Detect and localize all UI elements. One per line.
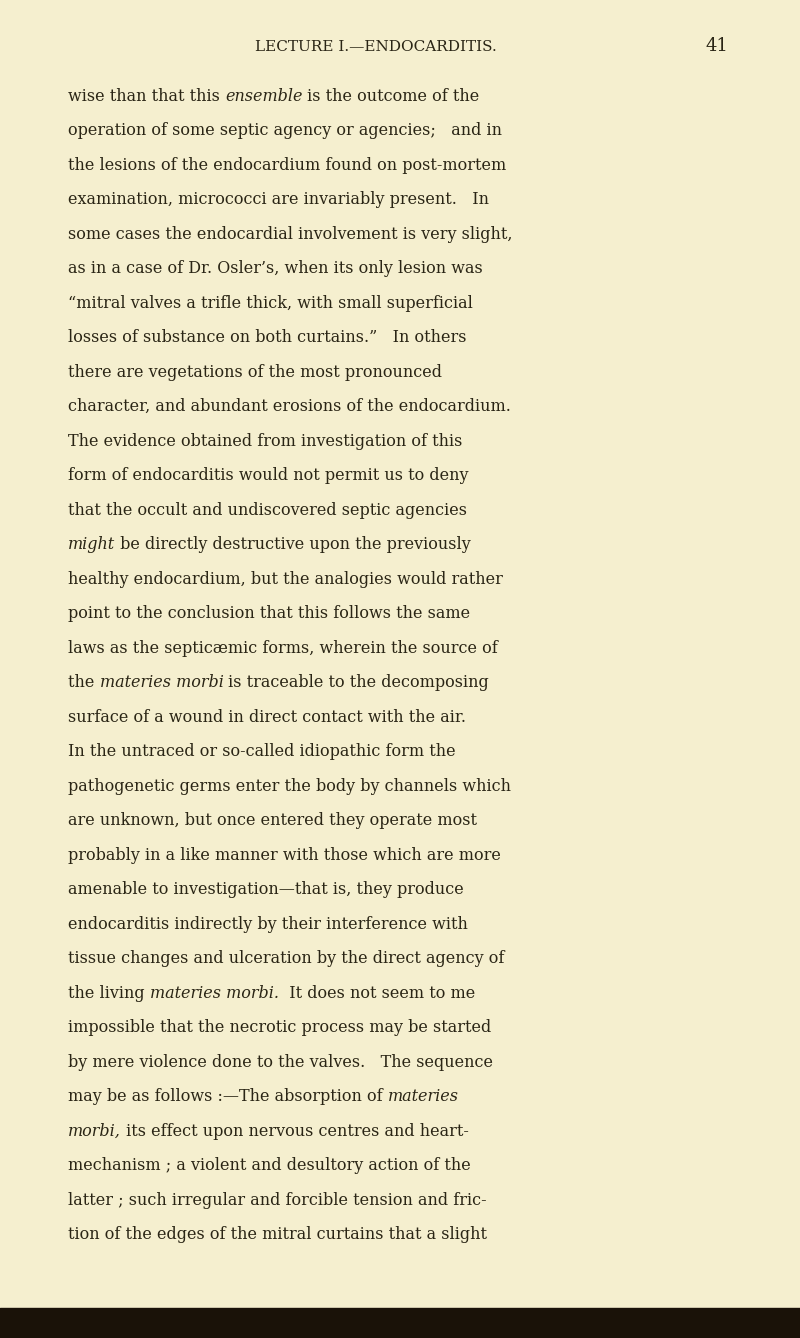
Text: ensemble: ensemble <box>225 88 302 104</box>
Text: losses of substance on both curtains.”   In others: losses of substance on both curtains.” I… <box>68 329 466 347</box>
Text: form of endocarditis would not permit us to deny: form of endocarditis would not permit us… <box>68 467 469 484</box>
Text: probably in a like manner with those which are more: probably in a like manner with those whi… <box>68 847 501 863</box>
Text: character, and abundant erosions of the endocardium.: character, and abundant erosions of the … <box>68 399 511 415</box>
Text: healthy endocardium, but the analogies would rather: healthy endocardium, but the analogies w… <box>68 570 503 587</box>
Text: the: the <box>68 674 99 692</box>
Text: operation of some septic agency or agencies;   and in: operation of some septic agency or agenc… <box>68 122 502 139</box>
Text: is the outcome of the: is the outcome of the <box>302 88 480 104</box>
Text: examination, micrococci are invariably present.   In: examination, micrococci are invariably p… <box>68 191 489 209</box>
Text: “mitral valves a trifle thick, with small superficial: “mitral valves a trifle thick, with smal… <box>68 294 473 312</box>
Text: impossible that the necrotic process may be started: impossible that the necrotic process may… <box>68 1020 491 1036</box>
Text: as in a case of Dr. Osler’s, when its only lesion was: as in a case of Dr. Osler’s, when its on… <box>68 260 482 277</box>
Text: materies morbi.: materies morbi. <box>150 985 278 1002</box>
Text: latter ; such irregular and forcible tension and fric-: latter ; such irregular and forcible ten… <box>68 1192 486 1208</box>
Text: In the untraced or so-called idiopathic form the: In the untraced or so-called idiopathic … <box>68 743 456 760</box>
Text: materies morbi: materies morbi <box>99 674 223 692</box>
Text: wise than that this: wise than that this <box>68 88 225 104</box>
Text: tion of the edges of the mitral curtains that a slight: tion of the edges of the mitral curtains… <box>68 1226 487 1243</box>
Text: The evidence obtained from investigation of this: The evidence obtained from investigation… <box>68 432 462 450</box>
Text: point to the conclusion that this follows the same: point to the conclusion that this follow… <box>68 605 470 622</box>
Text: It does not seem to me: It does not seem to me <box>278 985 475 1002</box>
Text: the lesions of the endocardium found on post-mortem: the lesions of the endocardium found on … <box>68 157 506 174</box>
Text: there are vegetations of the most pronounced: there are vegetations of the most pronou… <box>68 364 442 380</box>
Text: is traceable to the decomposing: is traceable to the decomposing <box>223 674 489 692</box>
Text: the living: the living <box>68 985 150 1002</box>
Text: endocarditis indirectly by their interference with: endocarditis indirectly by their interfe… <box>68 915 468 933</box>
Text: surface of a wound in direct contact with the air.: surface of a wound in direct contact wit… <box>68 709 466 725</box>
Text: its effect upon nervous centres and heart-: its effect upon nervous centres and hear… <box>121 1123 469 1140</box>
Text: morbi,: morbi, <box>68 1123 121 1140</box>
Text: laws as the septicæmic forms, wherein the source of: laws as the septicæmic forms, wherein th… <box>68 640 498 657</box>
Text: tissue changes and ulceration by the direct agency of: tissue changes and ulceration by the dir… <box>68 950 504 967</box>
Text: may be as follows :—The absorption of: may be as follows :—The absorption of <box>68 1088 388 1105</box>
Text: be directly destructive upon the previously: be directly destructive upon the previou… <box>115 537 471 553</box>
Text: that the occult and undiscovered septic agencies: that the occult and undiscovered septic … <box>68 502 467 519</box>
Text: are unknown, but once entered they operate most: are unknown, but once entered they opera… <box>68 812 477 830</box>
Text: by mere violence done to the valves.   The sequence: by mere violence done to the valves. The… <box>68 1053 493 1070</box>
Text: amenable to investigation—that is, they produce: amenable to investigation—that is, they … <box>68 882 464 898</box>
Text: mechanism ; a violent and desultory action of the: mechanism ; a violent and desultory acti… <box>68 1157 470 1175</box>
Text: might: might <box>68 537 115 553</box>
Text: pathogenetic germs enter the body by channels which: pathogenetic germs enter the body by cha… <box>68 777 511 795</box>
Text: some cases the endocardial involvement is very slight,: some cases the endocardial involvement i… <box>68 226 513 242</box>
Text: materies: materies <box>388 1088 458 1105</box>
Text: LECTURE I.—ENDOCARDITIS.: LECTURE I.—ENDOCARDITIS. <box>255 40 497 55</box>
Text: 41: 41 <box>705 37 728 55</box>
